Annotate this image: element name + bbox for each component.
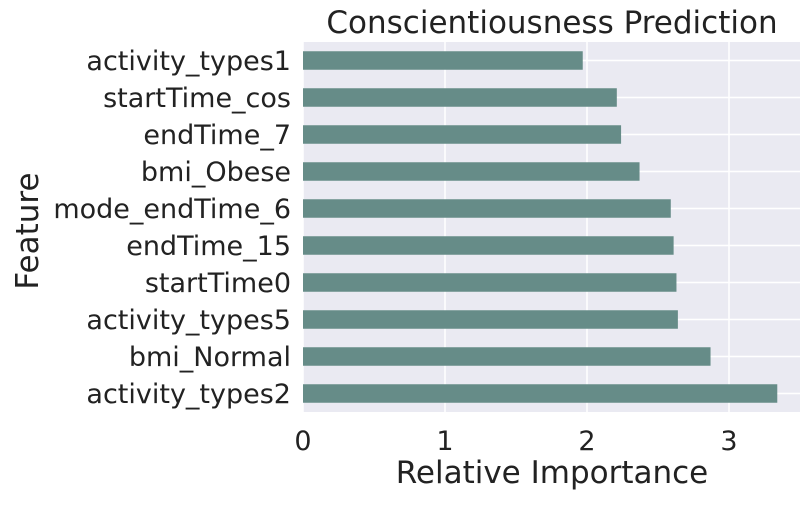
bar-startTime0	[303, 273, 677, 292]
y-tick-label: startTime0	[145, 268, 291, 299]
y-tick-label: activity_types5	[86, 305, 291, 336]
y-tick-label: activity_types2	[86, 379, 291, 410]
bar-activity_types1	[303, 51, 583, 70]
chart-title: Conscientiousness Prediction	[326, 5, 777, 41]
x-tick-labels: 0 1 2 3	[294, 426, 737, 457]
bar-mode_endTime_6	[303, 199, 671, 218]
y-tick-label: endTime_7	[143, 120, 291, 151]
bar-bmi_Obese	[303, 162, 640, 181]
y-tick-label: endTime_15	[126, 231, 291, 262]
x-tick-label: 0	[294, 426, 311, 457]
y-tick-label: startTime_cos	[103, 83, 291, 114]
y-tick-label: activity_types1	[86, 46, 291, 77]
y-axis-label: Feature	[10, 172, 46, 289]
y-tick-labels: activity_types1 startTime_cos endTime_7bmi…	[53, 46, 291, 410]
bar-activity_types2	[303, 384, 778, 403]
y-tick-label: bmi_Normal	[129, 342, 291, 373]
bar-endTime_7	[303, 125, 622, 144]
bar-startTime_cos	[303, 88, 617, 107]
bar-bmi_Normal	[303, 347, 711, 366]
bar-activity_types5	[303, 310, 678, 329]
bars	[303, 51, 778, 403]
x-tick-label: 2	[578, 426, 595, 457]
x-tick-label: 1	[436, 426, 453, 457]
bar-endTime_15	[303, 236, 674, 255]
y-tick-label: mode_endTime_6	[53, 194, 291, 225]
y-tick-label: bmi_Obese	[141, 157, 291, 188]
x-axis-label: Relative Importance	[396, 455, 709, 491]
x-tick-label: 3	[720, 426, 737, 457]
